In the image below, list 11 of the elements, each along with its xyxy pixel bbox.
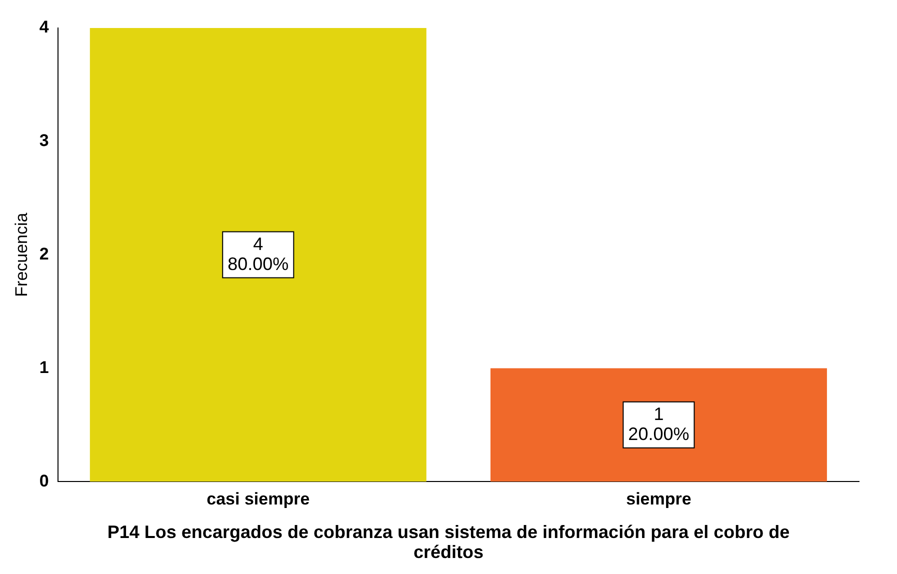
data-label: 4 80.00% bbox=[228, 234, 289, 274]
y-tick-label: 3 bbox=[39, 131, 49, 150]
y-tick-label: 4 bbox=[39, 18, 50, 37]
y-tick-label: 2 bbox=[39, 244, 49, 264]
y-axis-title: Frecuencia bbox=[12, 212, 31, 297]
y-tick-label: 0 bbox=[39, 471, 49, 490]
x-tick-label: casi siempre bbox=[206, 489, 310, 508]
x-axis-title: P14 Los encargados de cobranza usan sistema de información para el cobro de créditos bbox=[106, 522, 791, 562]
x-tick-label: siempre bbox=[626, 489, 692, 508]
data-label: 1 20.00% bbox=[628, 404, 690, 444]
y-tick-label: 1 bbox=[39, 358, 49, 377]
